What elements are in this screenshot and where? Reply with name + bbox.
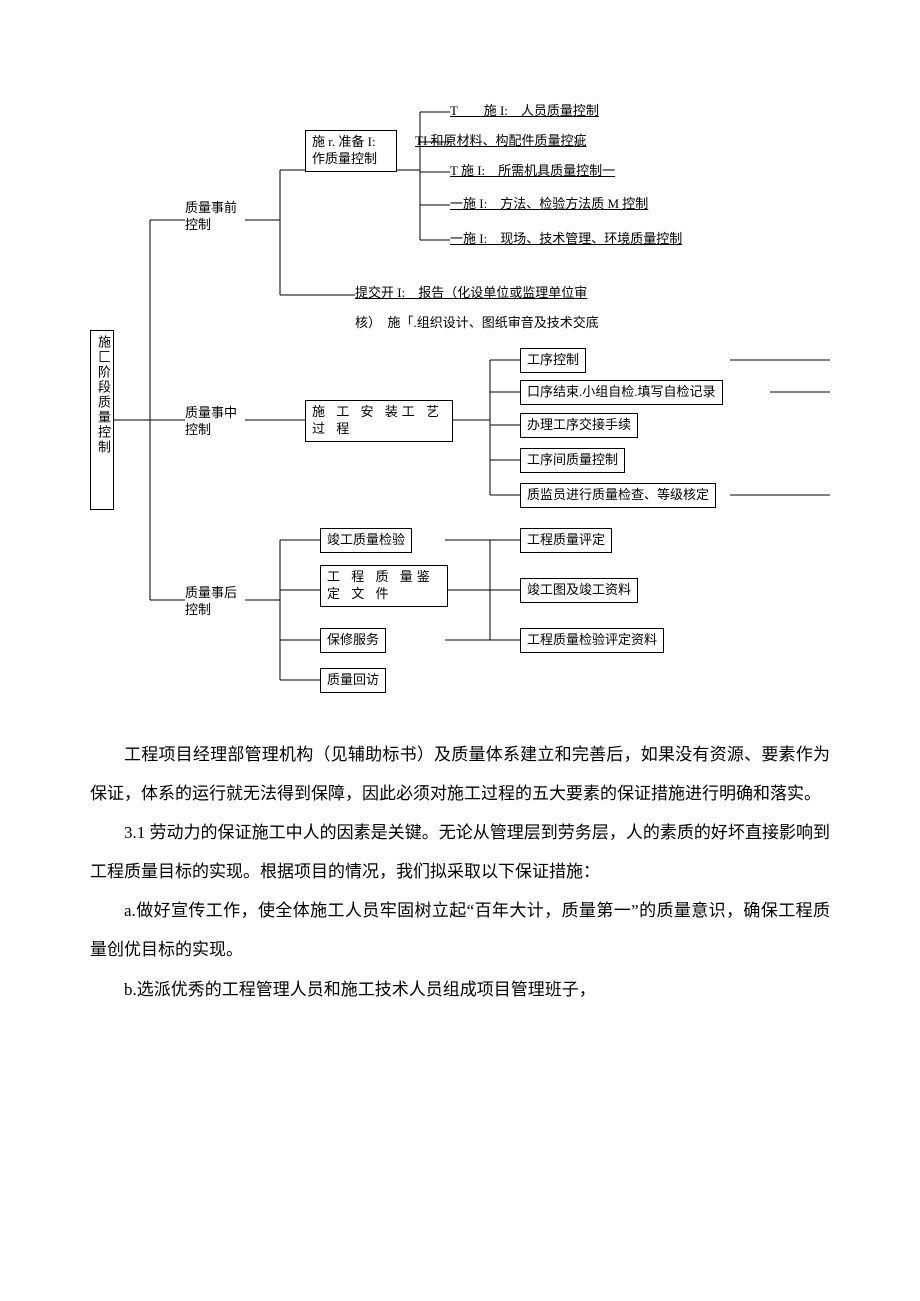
mid-leaf-process-control: 工序控制 — [520, 348, 586, 373]
root-label: 施匚阶段质量控制 — [90, 330, 114, 510]
pre-leaf-method: 一施 I: 方法、检验方法质 M 控制 — [450, 196, 648, 213]
pre-leaf-equipment: T 施 I: 所需机具质量控制一 — [450, 163, 615, 180]
mid-leaf-self-check: 口序结束.小组自检.填写自检记录 — [520, 380, 723, 405]
pre-submit-report-line2: 核） 施「.组织设计、图纸审音及技术交底 — [355, 315, 599, 332]
pre-leaf-personnel: T 施 I: 人员质量控制 — [450, 103, 599, 120]
mid-leaf-handover: 办理工序交接手续 — [520, 413, 638, 438]
document-body: 工程项目经理部管理机构（见辅助标书）及质量体系建立和完善后，如果没有资源、要素作… — [90, 735, 830, 1009]
pre-submit-report: 提交开 I: 报告（化设单位或监理单位审 — [355, 285, 587, 302]
paragraph-3: a.做好宣传工作，使全体施工人员牢固树立起“百年大计，质量第一”的质量意识，确保… — [90, 891, 830, 969]
paragraph-1: 工程项目经理部管理机构（见辅助标书）及质量体系建立和完善后，如果没有资源、要素作… — [90, 735, 830, 813]
mid-leaf-inter-quality: 工序间质量控制 — [520, 448, 625, 473]
l1-pre-control: 质量事前控制 — [185, 200, 245, 234]
mid-process-box: 施 工 安 装工 艺 过 程 — [305, 400, 453, 442]
paragraph-4: b.选派优秀的工程管理人员和施工技术人员组成项目管理班子， — [90, 970, 830, 1009]
quality-control-tree-diagram: 施匚阶段质量控制 质量事前控制 质量事中控制 质量事后控制 施 r. 准备 I:… — [90, 100, 830, 710]
pre-prep-box: 施 r. 准备 I: 作质量控制 — [305, 130, 397, 172]
pre-leaf-site: 一施 I: 现场、技术管理、环境质量控制 — [450, 231, 682, 248]
mid-leaf-inspector: 质监员进行质量检查、等级核定 — [520, 483, 716, 508]
post-box-warranty: 保修服务 — [320, 628, 386, 653]
pre-leaf-material: TI 和原材料、构配件质量控疵 — [415, 133, 587, 150]
l1-mid-control: 质量事中控制 — [185, 405, 245, 439]
l1-post-control: 质量事后控制 — [185, 585, 245, 619]
post-leaf-asbuilt-doc: 竣工图及竣工资料 — [520, 578, 638, 603]
post-leaf-inspection-data: 工程质量检验评定资料 — [520, 628, 664, 653]
post-box-assessment-doc: 工 程 质 量鉴 定 文 件 — [320, 565, 448, 607]
post-box-revisit: 质量回访 — [320, 668, 386, 693]
post-leaf-quality-assess: 工程质量评定 — [520, 528, 612, 553]
post-box-completion-check: 竣工质量检验 — [320, 528, 412, 553]
paragraph-2: 3.1 劳动力的保证施工中人的因素是关键。无论从管理层到劳务层，人的素质的好坏直… — [90, 813, 830, 891]
